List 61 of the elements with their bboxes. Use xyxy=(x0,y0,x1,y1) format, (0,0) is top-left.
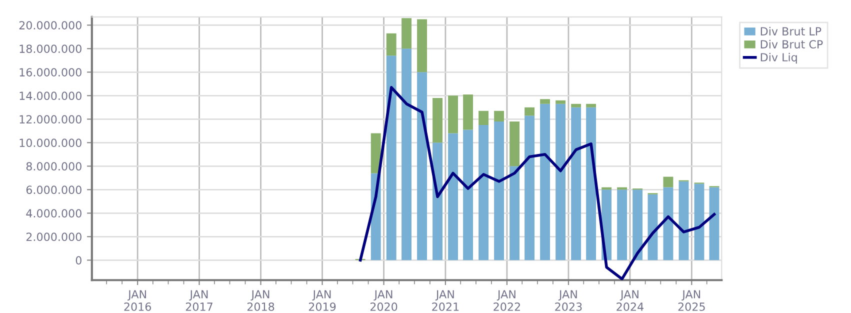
bar xyxy=(571,104,582,108)
y-tick-label: 12.000.000 xyxy=(20,115,82,124)
y-tick-label: 4.000.000 xyxy=(26,209,82,218)
y-tick-label: 20.000.000 xyxy=(19,21,82,30)
bar xyxy=(402,48,412,260)
bar xyxy=(370,133,381,174)
y-tick-label: 6.000.000 xyxy=(26,186,82,194)
bar xyxy=(540,104,550,260)
y-tick-label: 8.000.000 xyxy=(26,162,82,171)
bar xyxy=(709,187,720,260)
x-tick-label: JAN 2018 xyxy=(247,290,274,311)
x-tick-label: JAN 2023 xyxy=(555,290,582,311)
bar xyxy=(632,190,643,260)
bar xyxy=(524,116,535,260)
bar xyxy=(463,130,474,260)
bar xyxy=(586,104,596,108)
bar xyxy=(432,142,443,260)
bar xyxy=(478,110,489,126)
bar xyxy=(556,104,566,260)
bar xyxy=(617,190,628,260)
x-tick-label: JAN 2022 xyxy=(494,290,520,311)
y-tick-label: 2.000.000 xyxy=(26,232,82,242)
bar xyxy=(510,166,520,260)
bar xyxy=(663,176,674,188)
bar xyxy=(417,19,427,72)
y-tick-label: 0 xyxy=(76,256,82,265)
bar xyxy=(510,121,520,166)
legend-label: Div Liq xyxy=(760,52,797,64)
bar xyxy=(386,33,396,56)
bar xyxy=(494,110,504,122)
bar xyxy=(663,187,674,260)
bar xyxy=(432,98,443,143)
bar xyxy=(494,121,504,260)
legend-label: Div Brut LP xyxy=(760,26,822,36)
line-series xyxy=(358,86,716,280)
bar xyxy=(448,96,458,134)
x-tick-label: JAN 2025 xyxy=(678,290,705,311)
bar xyxy=(386,56,396,260)
y-tick-label: 10.000.000 xyxy=(20,138,82,148)
x-tick-label: JAN 2020 xyxy=(370,290,398,311)
bar xyxy=(586,107,596,260)
bar xyxy=(524,107,535,116)
legend-label: Div Brut CP xyxy=(760,40,823,48)
bar xyxy=(417,72,427,260)
y-tick-label: 14.000.000 xyxy=(20,92,82,100)
bar xyxy=(678,181,689,260)
x-tick-label: JAN 2019 xyxy=(308,290,336,311)
bar xyxy=(556,100,566,104)
y-tick-label: 16.000.000 xyxy=(20,68,82,77)
x-tick-label: JAN 2021 xyxy=(432,290,459,311)
x-tick-label: JAN 2024 xyxy=(616,290,644,311)
x-tick-label: JAN 2016 xyxy=(124,290,152,311)
y-tick-label: 18.000.000 xyxy=(20,44,82,54)
bar xyxy=(694,184,704,260)
x-tick-label: JAN 2017 xyxy=(186,290,212,311)
bar xyxy=(540,99,550,104)
bar xyxy=(448,133,458,260)
bar xyxy=(478,125,489,260)
bar xyxy=(402,18,412,49)
bar xyxy=(571,107,582,260)
bar xyxy=(463,94,474,130)
